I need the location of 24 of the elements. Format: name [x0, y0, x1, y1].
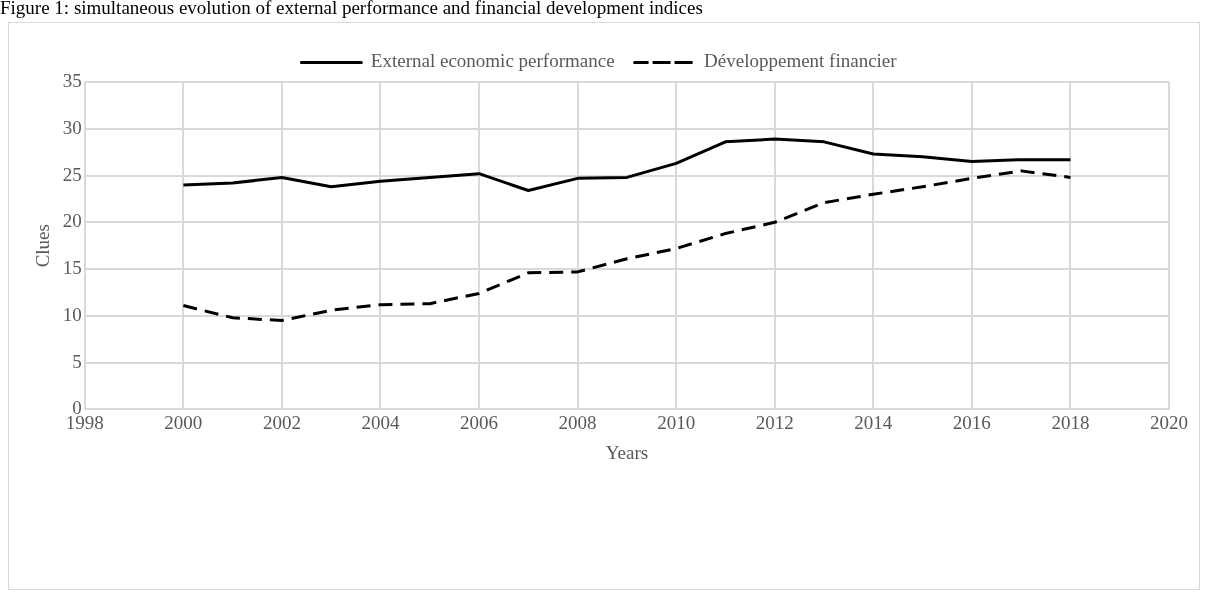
x-tick-label: 2018	[1051, 411, 1090, 433]
y-tick-label: 25	[62, 163, 82, 185]
x-tick-label: 2000	[164, 411, 203, 433]
x-tick-label: 2008	[558, 411, 597, 433]
x-tick-label: 2014	[854, 411, 893, 433]
chart-title: Figure 1: simultaneous evolution of external performance and financial development indices	[0, 0, 703, 19]
y-tick-label: 10	[62, 303, 82, 325]
x-tick-label: 2010	[657, 411, 696, 433]
legend-label: External economic performance	[370, 50, 615, 72]
y-tick-label: 20	[62, 210, 82, 232]
x-tick-label: 2012	[755, 411, 794, 433]
legend-label: Développement financier	[704, 50, 898, 72]
line-series	[181, 169, 1072, 323]
x-tick-label: 2002	[262, 411, 301, 433]
y-tick-label: 5	[72, 350, 82, 372]
x-tick-label: 2006	[460, 411, 499, 433]
y-axis-title: Clues	[32, 224, 54, 268]
y-tick-label: 30	[62, 116, 82, 138]
y-tick-label: 15	[62, 257, 82, 279]
x-tick-label: 2004	[361, 411, 400, 433]
x-tick-label: 2020	[1150, 411, 1188, 433]
x-axis-title: Years	[605, 441, 649, 463]
x-tick-label: 2016	[952, 411, 991, 433]
y-tick-label: 35	[62, 69, 82, 91]
